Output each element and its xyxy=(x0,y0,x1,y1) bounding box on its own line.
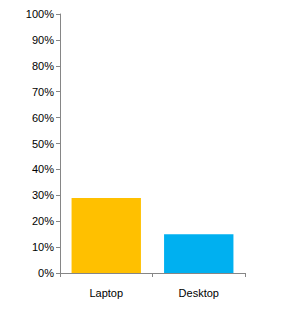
svg-text:40%: 40% xyxy=(32,163,54,175)
svg-text:70%: 70% xyxy=(32,86,54,98)
svg-text:0%: 0% xyxy=(38,267,54,279)
svg-text:80%: 80% xyxy=(32,60,54,72)
svg-text:30%: 30% xyxy=(32,189,54,201)
svg-text:20%: 20% xyxy=(32,215,54,227)
svg-text:Desktop: Desktop xyxy=(179,287,219,299)
svg-text:Laptop: Laptop xyxy=(89,287,123,299)
svg-text:60%: 60% xyxy=(32,112,54,124)
svg-text:90%: 90% xyxy=(32,34,54,46)
svg-text:50%: 50% xyxy=(32,138,54,150)
svg-text:10%: 10% xyxy=(32,241,54,253)
svg-text:100%: 100% xyxy=(26,8,54,20)
